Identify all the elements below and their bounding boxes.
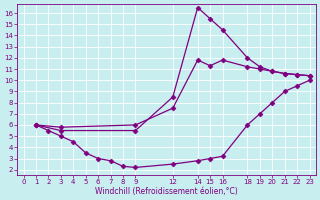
X-axis label: Windchill (Refroidissement éolien,°C): Windchill (Refroidissement éolien,°C) xyxy=(95,187,238,196)
